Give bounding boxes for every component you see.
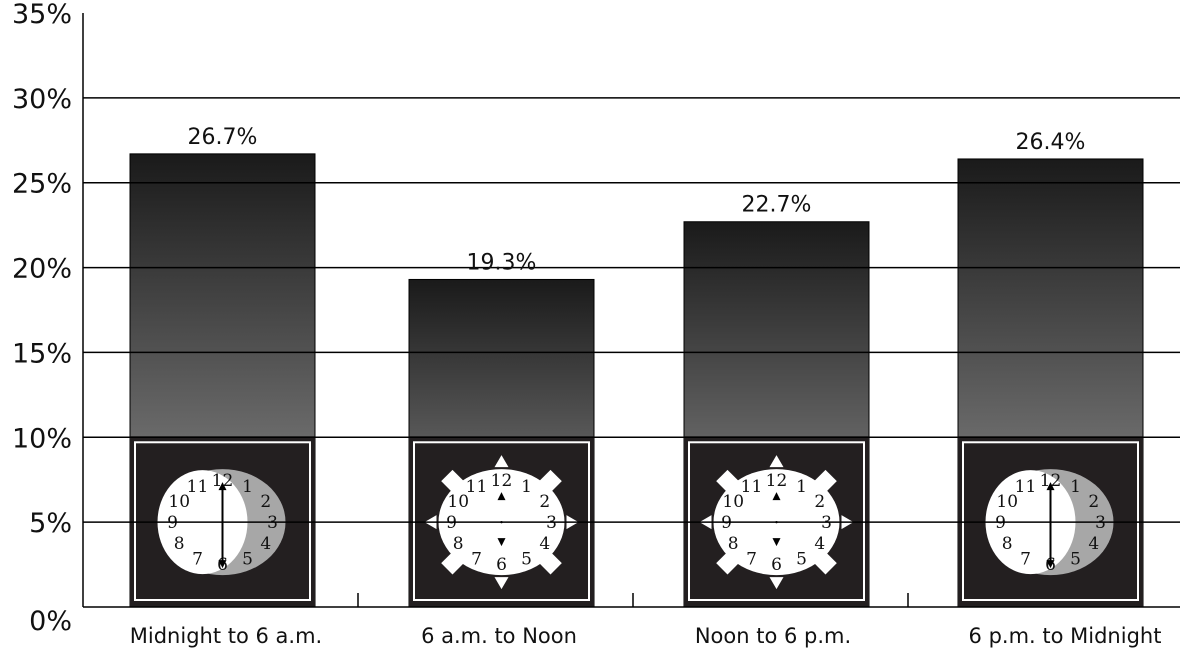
clock-numeral: 3: [546, 513, 557, 533]
clock-numeral: 10: [996, 492, 1018, 512]
clock-numeral: 10: [447, 492, 469, 512]
y-tick-label: 15%: [12, 338, 72, 369]
data-label: 19.3%: [467, 250, 537, 275]
y-tick-label: 35%: [12, 0, 72, 30]
clock-numeral: 9: [995, 513, 1006, 533]
clock-numeral: 2: [814, 492, 825, 512]
data-labels: 26.7% 19.3% 22.7% 26.4%: [188, 125, 1086, 276]
clock-numeral: 1: [242, 477, 253, 497]
clock-numeral: 12: [1040, 471, 1062, 491]
data-label: 26.7%: [188, 125, 258, 150]
clock-numeral: 9: [167, 513, 178, 533]
y-tick-label: 0%: [29, 606, 72, 637]
clock-numeral: 5: [521, 550, 532, 570]
clock-numeral: 11: [741, 477, 763, 497]
y-axis-tick-labels: 0% 5% 10% 15% 20% 25% 30% 35%: [12, 0, 72, 637]
clock-numeral: 7: [192, 550, 203, 570]
clock-numeral: 4: [814, 534, 825, 554]
clock-numeral: 2: [260, 492, 271, 512]
x-axis-tick-labels: Midnight to 6 a.m. 6 a.m. to Noon Noon to …: [130, 624, 1162, 648]
x-tick-label: Noon to 6 p.m.: [695, 624, 851, 648]
data-label: 22.7%: [742, 193, 812, 218]
y-tick-label: 5%: [29, 508, 72, 539]
y-tick-label: 30%: [12, 84, 72, 115]
clock-numeral: 11: [187, 477, 209, 497]
clock-numeral: 10: [168, 492, 190, 512]
y-tick-label: 25%: [12, 169, 72, 200]
clock-numeral: 11: [466, 477, 488, 497]
clock-numeral: 8: [453, 534, 464, 554]
clock-numeral: 1: [521, 477, 532, 497]
clock-numeral: 5: [1070, 550, 1081, 570]
clock-numeral: 7: [746, 550, 757, 570]
clock-numeral: 3: [821, 513, 832, 533]
clock-numeral: 2: [1088, 492, 1099, 512]
y-tick-label: 20%: [12, 254, 72, 285]
clock-numeral: 8: [174, 534, 185, 554]
x-tick-label: 6 a.m. to Noon: [421, 624, 577, 648]
clock-numeral: 7: [471, 550, 482, 570]
axes: [82, 13, 1180, 608]
clock-numeral: 7: [1020, 550, 1031, 570]
clock-numeral: 4: [1088, 534, 1099, 554]
clock-numeral: 5: [242, 550, 253, 570]
clock-numeral: 9: [446, 513, 457, 533]
clock-numeral: 6: [771, 555, 782, 575]
clock-numeral: 5: [796, 550, 807, 570]
gridlines: [83, 97, 1180, 523]
clock-numeral: 9: [721, 513, 732, 533]
clock-numeral: 8: [728, 534, 739, 554]
clock-numeral: 4: [539, 534, 550, 554]
clock-numeral: 3: [267, 513, 278, 533]
clock-numeral: 11: [1015, 477, 1037, 497]
clock-numeral: 10: [722, 492, 744, 512]
clock-numeral: 2: [539, 492, 550, 512]
x-tick-label: Midnight to 6 a.m.: [130, 624, 322, 648]
clock-numeral: 1: [1070, 477, 1081, 497]
clock-numeral: 12: [766, 471, 788, 491]
y-tick-label: 10%: [12, 423, 72, 454]
clock-numeral: 8: [1002, 534, 1013, 554]
clock-numeral: 6: [496, 555, 507, 575]
clock-numeral: 4: [260, 534, 271, 554]
clock-numeral: 1: [796, 477, 807, 497]
clock-numeral: 3: [1095, 513, 1106, 533]
clock-numeral: 12: [491, 471, 513, 491]
data-label: 26.4%: [1016, 130, 1086, 155]
clock-numeral: 12: [212, 471, 234, 491]
x-tick-label: 6 p.m. to Midnight: [969, 624, 1162, 648]
